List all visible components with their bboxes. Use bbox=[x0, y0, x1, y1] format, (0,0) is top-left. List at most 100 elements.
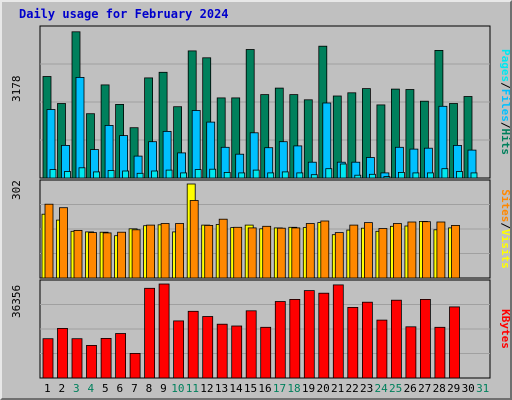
bar-pages-day-8 bbox=[151, 170, 159, 179]
bar-pages-day-12 bbox=[209, 168, 217, 179]
bar-sites-day-5 bbox=[102, 232, 112, 279]
bar-kbytes-day-10 bbox=[173, 320, 185, 379]
x-tick-label: 16 bbox=[258, 382, 271, 395]
bar-sites-day-12 bbox=[204, 224, 214, 279]
bar-pages-day-23 bbox=[368, 173, 376, 179]
bar-pages-day-24 bbox=[383, 176, 391, 179]
x-tick-label: 2 bbox=[58, 382, 65, 395]
bar-sites-day-16 bbox=[262, 225, 272, 279]
bar-kbytes-day-15 bbox=[245, 310, 257, 379]
legend-pages: Pages bbox=[499, 49, 510, 82]
x-tick-label: 18 bbox=[287, 382, 300, 395]
bar-pages-day-14 bbox=[238, 172, 246, 179]
bar-kbytes-day-12 bbox=[202, 316, 214, 379]
bot-max-label: 36356 bbox=[10, 285, 23, 318]
bar-sites-day-27 bbox=[421, 221, 431, 279]
legend-sites: Sites bbox=[499, 189, 510, 222]
bar-sites-day-17 bbox=[276, 227, 286, 279]
x-tick-label: 11 bbox=[186, 382, 199, 395]
x-tick-label: 28 bbox=[433, 382, 446, 395]
bar-pages-day-4 bbox=[93, 171, 100, 179]
bar-pages-day-6 bbox=[122, 170, 129, 179]
x-tick-label: 14 bbox=[229, 382, 243, 395]
x-axis-labels: 1 2 3 4 5 6 7 8 9 10 11 12 13 14 15 16 17 18 19 20 21 22 23 24 2… bbox=[44, 382, 489, 395]
bar-sites-day-26 bbox=[407, 221, 417, 279]
x-tick-label: 5 bbox=[102, 382, 109, 395]
bar-files-day-20 bbox=[322, 102, 332, 179]
bar-sites-day-10 bbox=[175, 223, 185, 279]
x-tick-label: 6 bbox=[116, 382, 123, 395]
x-tick-label: 20 bbox=[316, 382, 329, 395]
x-tick-label: 23 bbox=[360, 382, 373, 395]
bar-kbytes-day-23 bbox=[361, 301, 373, 379]
bar-files-day-28 bbox=[438, 105, 448, 179]
bar-sites-day-29 bbox=[451, 224, 460, 279]
bar-kbytes-day-29 bbox=[449, 306, 460, 379]
bar-kbytes-day-28 bbox=[434, 326, 446, 379]
bar-sites-day-23 bbox=[363, 222, 373, 279]
bar-kbytes-day-25 bbox=[390, 299, 402, 379]
bar-files-day-11 bbox=[191, 110, 201, 179]
bar-pages-day-17 bbox=[281, 171, 289, 179]
bar-sites-day-21 bbox=[334, 232, 344, 279]
bar-kbytes-day-22 bbox=[347, 306, 359, 379]
x-tick-label: 7 bbox=[131, 382, 138, 395]
bar-sites-day-7 bbox=[131, 229, 141, 279]
x-tick-label: 4 bbox=[87, 382, 94, 395]
bar-pages-day-5 bbox=[107, 170, 115, 179]
legend-hits-files-pages: Pages/Files/Hits bbox=[499, 49, 510, 155]
bar-pages-day-9 bbox=[165, 169, 173, 179]
bar-files-day-3 bbox=[75, 77, 85, 179]
legend-visits-sites: Sites/Visits bbox=[499, 189, 510, 269]
bar-sites-day-20 bbox=[320, 220, 330, 279]
x-tick-label: 24 bbox=[374, 382, 388, 395]
bar-kbytes-day-11 bbox=[187, 310, 199, 379]
bar-sites-day-2 bbox=[59, 207, 68, 279]
bar-kbytes-day-9 bbox=[158, 283, 170, 379]
bar-kbytes-day-5 bbox=[100, 337, 112, 379]
bar-sites-day-11 bbox=[189, 200, 199, 279]
bar-pages-day-10 bbox=[180, 172, 188, 179]
legend-separator: / bbox=[499, 82, 510, 89]
x-tick-label: 8 bbox=[146, 382, 153, 395]
x-tick-label: 13 bbox=[215, 382, 228, 395]
bar-sites-day-8 bbox=[146, 224, 156, 279]
bar-kbytes-day-13 bbox=[216, 323, 228, 379]
bar-sites-day-24 bbox=[378, 228, 388, 279]
bar-pages-day-19 bbox=[310, 174, 318, 179]
x-tick-label: 31 bbox=[476, 382, 489, 395]
legend-visits: Visits bbox=[499, 229, 510, 269]
x-tick-label: 25 bbox=[389, 382, 402, 395]
bar-pages-day-7 bbox=[136, 172, 144, 179]
bar-sites-day-6 bbox=[117, 231, 126, 279]
bar-kbytes-day-21 bbox=[332, 284, 344, 379]
bar-kbytes-day-7 bbox=[129, 352, 141, 379]
x-tick-label: 22 bbox=[345, 382, 358, 395]
bar-hits-day-24 bbox=[376, 104, 386, 179]
bar-kbytes-day-16 bbox=[260, 326, 272, 379]
bar-pages-day-30 bbox=[470, 172, 478, 179]
bar-pages-day-26 bbox=[412, 172, 420, 179]
bar-sites-day-19 bbox=[305, 223, 315, 279]
bar-pages-day-16 bbox=[267, 172, 275, 179]
x-tick-label: 10 bbox=[171, 382, 184, 395]
bar-sites-day-25 bbox=[392, 223, 402, 279]
bar-pages-day-1 bbox=[49, 169, 57, 179]
bar-kbytes-day-19 bbox=[303, 290, 315, 379]
bar-sites-day-1 bbox=[44, 203, 54, 279]
x-tick-label: 12 bbox=[200, 382, 213, 395]
bar-pages-day-20 bbox=[325, 168, 333, 179]
legend-kbytes-label: KBytes bbox=[499, 309, 510, 349]
bar-kbytes-day-2 bbox=[57, 327, 68, 379]
bar-sites-day-28 bbox=[436, 221, 446, 279]
bar-pages-day-11 bbox=[194, 169, 202, 179]
bars bbox=[41, 31, 478, 379]
x-tick-label: 27 bbox=[418, 382, 431, 395]
bar-pages-day-29 bbox=[456, 171, 463, 179]
bar-pages-day-28 bbox=[441, 168, 449, 179]
x-tick-label: 30 bbox=[462, 382, 475, 395]
bar-kbytes-day-6 bbox=[115, 333, 126, 379]
bar-files-day-1 bbox=[46, 109, 56, 179]
bar-sites-day-18 bbox=[291, 227, 301, 279]
